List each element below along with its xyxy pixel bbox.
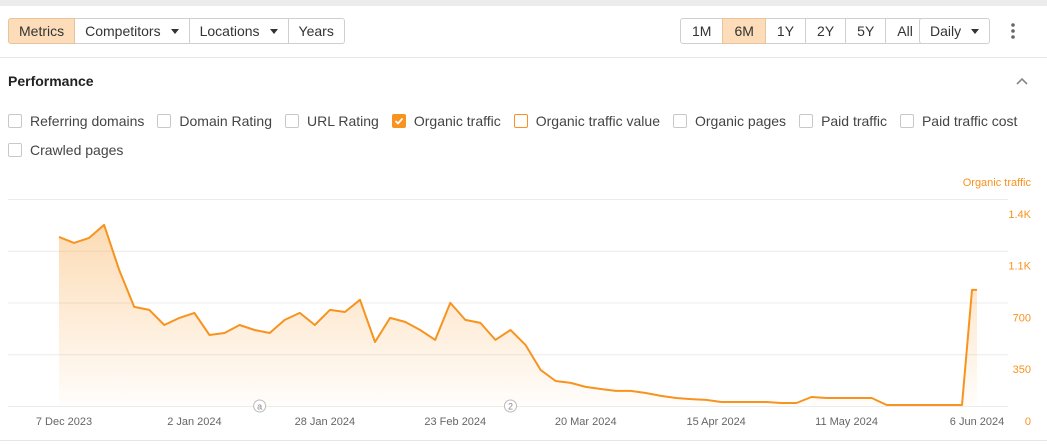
button-label: Metrics xyxy=(19,23,65,39)
metric-label: Domain Rating xyxy=(179,113,272,129)
toolbar-button[interactable]: 1Y xyxy=(764,18,807,44)
checkbox xyxy=(799,114,814,128)
caret xyxy=(971,28,980,34)
metric-label: Paid traffic cost xyxy=(921,113,1018,129)
metric-checkbox[interactable]: Referring domains xyxy=(8,110,144,132)
checkbox xyxy=(513,114,528,128)
period-group: 1M 6M 1Y 2Y 5Y All xyxy=(680,18,925,44)
metric-label: Paid traffic xyxy=(821,113,887,129)
caret xyxy=(269,28,278,34)
toolbar-button[interactable]: Locations xyxy=(188,18,289,44)
top-strip xyxy=(0,0,1047,6)
toolbar-button[interactable]: Years xyxy=(287,18,345,44)
interval-label: Daily xyxy=(930,23,962,39)
button-label: Years xyxy=(298,23,334,39)
x-tick-label: 6 Jun 2024 xyxy=(950,416,1004,428)
y-tick-label: 350 xyxy=(1013,364,1031,376)
button-label: 5Y xyxy=(857,23,875,39)
metric-label: Organic traffic xyxy=(413,113,501,129)
toolbar-button[interactable]: Competitors xyxy=(74,18,190,44)
y-axis-title: Organic traffic xyxy=(963,177,1032,189)
divider xyxy=(0,57,1047,58)
toolbar-button[interactable]: All xyxy=(885,18,925,44)
annotation-marker xyxy=(253,399,267,413)
x-tick-label: 11 May 2024 xyxy=(815,416,878,428)
tab-group: Metrics Competitors Locations Years xyxy=(8,18,345,44)
y-tick-label: 1.4K xyxy=(1008,209,1031,221)
metric-label: Organic traffic value xyxy=(535,113,660,129)
y-tick-label: 700 xyxy=(1013,312,1031,324)
y-tick-label: 0 xyxy=(1025,416,1031,428)
y-tick-label: 1.1K xyxy=(1008,261,1031,273)
metric-label: Referring domains xyxy=(30,113,145,129)
metric-checkbox[interactable]: Crawled pages xyxy=(8,139,123,161)
x-tick-label: 7 Dec 2023 xyxy=(36,416,92,428)
metric-label: Crawled pages xyxy=(30,142,124,158)
button-label: 1Y xyxy=(776,23,795,39)
button-label: 6M xyxy=(734,23,754,39)
metric-checkbox[interactable]: Organic traffic value xyxy=(513,110,660,132)
line xyxy=(58,223,977,406)
metric-checkbox[interactable]: Paid traffic xyxy=(799,110,887,132)
button-label: 1M xyxy=(692,23,712,39)
checkbox xyxy=(8,143,22,157)
annotation-label: a xyxy=(257,401,262,411)
checkbox xyxy=(285,114,299,128)
checkbox xyxy=(157,114,172,128)
x-tick-label: 20 Mar 2024 xyxy=(555,416,617,428)
button-label: All xyxy=(897,23,913,39)
button-label: 2Y xyxy=(817,23,835,39)
check-icon xyxy=(394,117,404,125)
toolbar-button[interactable]: 1M xyxy=(680,18,724,44)
metric-label: URL Rating xyxy=(307,113,379,129)
metric-checkbox[interactable]: Organic pages xyxy=(673,110,786,132)
metric-checkbox[interactable]: Paid traffic cost xyxy=(899,110,1018,132)
annotation-label: 2 xyxy=(508,401,513,411)
collapse-button[interactable] xyxy=(1014,74,1030,88)
section-title: Performance xyxy=(8,73,94,89)
more-menu[interactable] xyxy=(1003,20,1023,42)
x-tick-label: 23 Feb 2024 xyxy=(424,416,486,428)
interval-select[interactable]: Daily xyxy=(919,18,991,44)
toolbar-button[interactable]: 2Y xyxy=(805,18,847,44)
caret xyxy=(170,28,179,34)
checkbox xyxy=(899,114,914,128)
checkbox xyxy=(8,114,22,128)
checkbox xyxy=(391,114,406,128)
checkbox xyxy=(673,114,687,128)
annotation-marker xyxy=(503,399,517,413)
toolbar-button[interactable]: Metrics xyxy=(8,18,76,44)
metric-checkbox[interactable]: Domain Rating xyxy=(157,110,272,132)
x-tick-label: 28 Jan 2024 xyxy=(295,416,356,428)
metric-checkbox[interactable]: URL Rating xyxy=(285,110,379,132)
x-tick-label: 15 Apr 2024 xyxy=(686,416,745,428)
metric-checkbox[interactable]: Organic traffic xyxy=(391,110,501,132)
toolbar-button[interactable]: 5Y xyxy=(845,18,887,44)
button-label: Locations xyxy=(199,23,260,39)
toolbar-button[interactable]: 6M xyxy=(722,18,766,44)
metric-label: Organic pages xyxy=(695,113,787,129)
metric-list: Referring domains Domain Rating URL Rating… xyxy=(8,110,1033,161)
area xyxy=(59,224,977,406)
button-label: Competitors xyxy=(85,23,161,39)
x-tick-label: 2 Jan 2024 xyxy=(167,416,221,428)
